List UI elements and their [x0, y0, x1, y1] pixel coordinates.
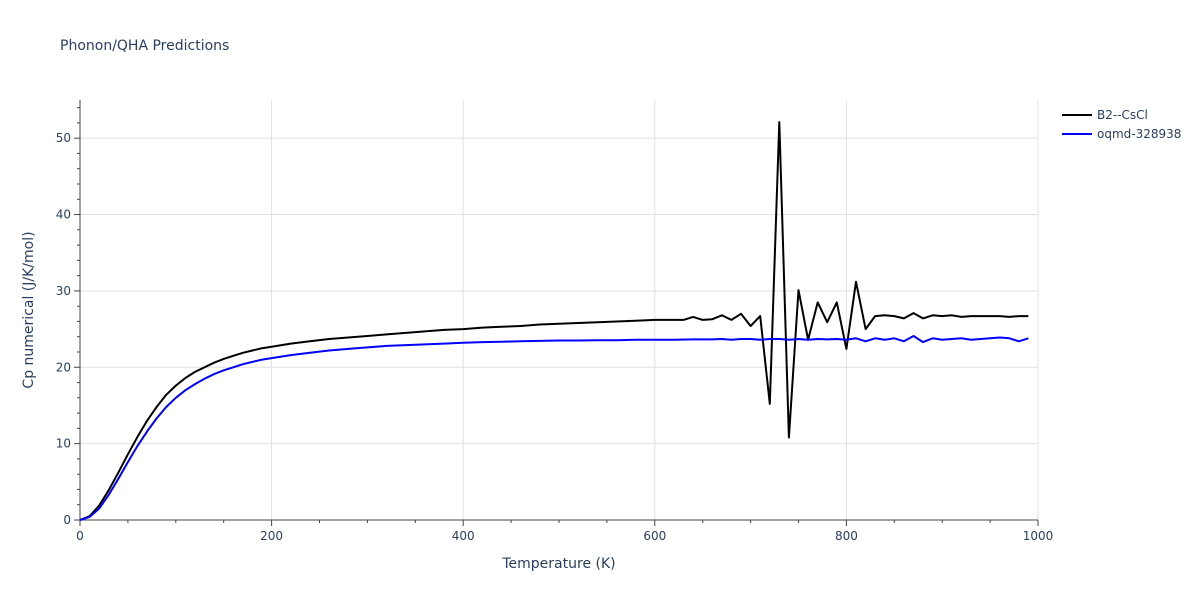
grid-lines — [80, 100, 1039, 520]
series-line-1 — [79, 121, 1029, 521]
x-tick-label: 400 — [452, 529, 475, 543]
x-tick-label: 600 — [643, 529, 666, 543]
y-tick-label: 10 — [56, 437, 71, 451]
axes: 0 200 400 600 800 1000 0 10 20 30 40 50 — [56, 100, 1054, 543]
y-tick-label: 20 — [56, 360, 71, 374]
legend-label-1: B2--CsCl — [1097, 108, 1148, 122]
legend: B2--CsCl oqmd-328938 — [1062, 108, 1181, 141]
x-tick-label: 200 — [260, 529, 283, 543]
series-line-2 — [79, 335, 1029, 521]
x-tick-label: 1000 — [1023, 529, 1054, 543]
y-tick-label: 0 — [63, 513, 71, 527]
x-axis-title: Temperature (K) — [501, 556, 615, 572]
x-tick-label: 0 — [76, 529, 84, 543]
legend-label-2: oqmd-328938 — [1097, 127, 1181, 141]
series-lines — [79, 121, 1029, 521]
y-tick-label: 50 — [56, 131, 71, 145]
chart-title: Phonon/QHA Predictions — [60, 38, 229, 54]
x-tick-label: 800 — [835, 529, 858, 543]
y-axis-title: Cp numerical (J/K/mol) — [21, 231, 37, 388]
y-tick-label: 40 — [56, 208, 71, 222]
y-tick-label: 30 — [56, 284, 71, 298]
